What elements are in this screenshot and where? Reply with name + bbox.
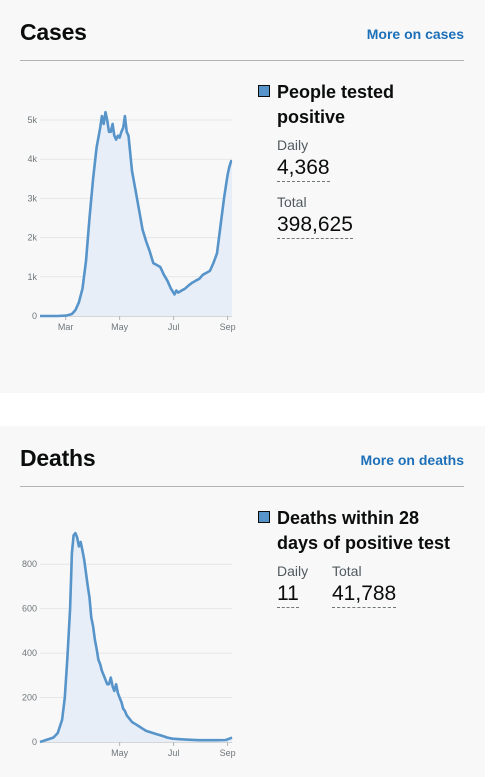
cases-area (40, 112, 232, 316)
cases-y-tick-label: 5k (27, 115, 37, 125)
cases-x-tick-label: May (111, 322, 129, 332)
cases-card-header: Cases More on cases (20, 0, 464, 61)
deaths-total-value[interactable]: 41,788 (332, 582, 397, 608)
cases-y-tick-label: 0 (32, 311, 37, 321)
cases-title: Cases (20, 19, 87, 45)
cases-daily-label: Daily (277, 137, 309, 153)
deaths-metric-title: Deaths within 28 days of positive test (277, 508, 451, 553)
cases-legend-swatch (258, 85, 270, 97)
cases-x-tick-label: Sep (220, 322, 236, 332)
cases-metric-title: People tested positive (277, 82, 395, 127)
cases-x-tick-label: Mar (58, 322, 74, 332)
deaths-x-tick-label: Jul (168, 748, 180, 758)
more-on-deaths-link[interactable]: More on deaths (360, 452, 464, 468)
deaths-card: Deaths More on deaths 0 200 400 600 800 May Ju… (0, 426, 485, 777)
deaths-x-tick-label: May (111, 748, 129, 758)
deaths-y-tick-label: 200 (22, 693, 37, 703)
cases-y-tick-label: 3k (27, 193, 37, 203)
cases-total-value[interactable]: 398,625 (277, 213, 353, 239)
cases-daily-value[interactable]: 4,368 (277, 156, 330, 182)
cases-y-tick-label: 4k (27, 154, 37, 164)
deaths-y-tick-label: 800 (22, 559, 37, 569)
deaths-x-tick-label: Sep (220, 748, 236, 758)
cases-metric-heading: People tested positive (258, 80, 458, 130)
deaths-y-tick-label: 400 (22, 648, 37, 658)
cases-y-tick-label: 1k (27, 272, 37, 282)
cases-x-tick-label: Jul (168, 322, 180, 332)
deaths-title: Deaths (20, 445, 96, 471)
deaths-area (40, 533, 232, 742)
deaths-legend-swatch (258, 511, 270, 523)
deaths-y-tick-label: 600 (22, 604, 37, 614)
deaths-y-tick-label: 0 (32, 737, 37, 747)
deaths-series-line (39, 531, 233, 744)
deaths-chart: 0 200 400 600 800 May Jul Sep (22, 531, 236, 758)
deaths-metric-heading: Deaths within 28 days of positive test (258, 506, 458, 556)
deaths-card-header: Deaths More on deaths (20, 426, 464, 487)
deaths-daily-label: Daily (277, 563, 309, 579)
more-on-cases-link[interactable]: More on cases (366, 26, 464, 42)
cases-y-tick-label: 2k (27, 233, 37, 243)
cases-total-label: Total (277, 194, 307, 210)
cases-chart: 0 1k 2k 3k 4k 5k Mar May Jul Sep (27, 110, 236, 332)
deaths-total-label: Total (332, 563, 362, 579)
cases-card: Cases More on cases 0 1k 2k 3k 4k 5k Mar May Jul… (0, 0, 485, 393)
cases-series-line (40, 110, 233, 318)
deaths-daily-value[interactable]: 11 (277, 582, 299, 608)
